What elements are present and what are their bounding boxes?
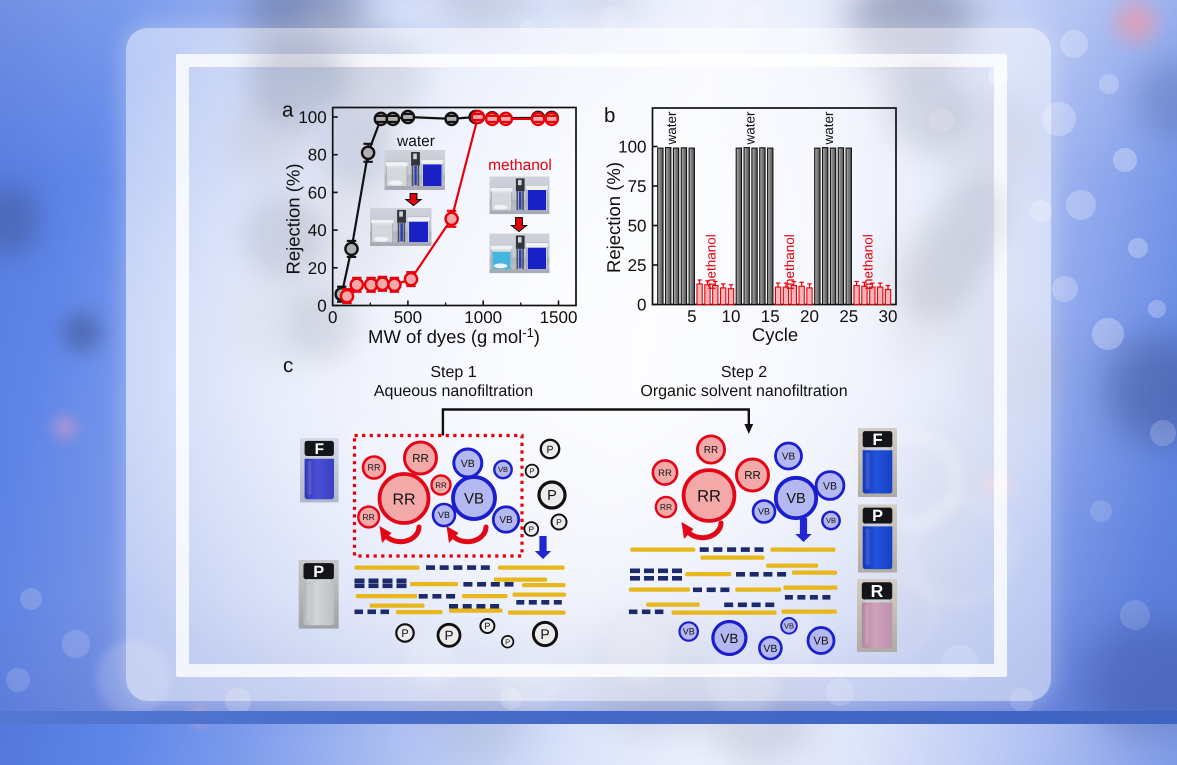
svg-text:VB: VB — [823, 480, 837, 492]
svg-text:Organic solvent nanofiltration: Organic solvent nanofiltration — [640, 383, 847, 400]
svg-text:RR: RR — [363, 512, 375, 522]
svg-text:methanol: methanol — [782, 234, 797, 290]
svg-text:VB: VB — [499, 515, 513, 526]
svg-text:25: 25 — [839, 307, 858, 326]
svg-text:80: 80 — [308, 146, 327, 165]
svg-text:VB: VB — [763, 643, 777, 655]
svg-text:P: P — [556, 517, 562, 527]
svg-text:40: 40 — [308, 221, 327, 240]
svg-text:a: a — [282, 99, 294, 122]
svg-text:1500: 1500 — [540, 308, 578, 327]
svg-text:R: R — [871, 581, 884, 601]
svg-text:100: 100 — [618, 138, 646, 157]
svg-text:75: 75 — [628, 177, 647, 196]
svg-text:P: P — [313, 563, 324, 581]
svg-text:water: water — [664, 111, 679, 146]
svg-text:50: 50 — [628, 217, 647, 236]
svg-text:VB: VB — [784, 622, 794, 631]
svg-text:30: 30 — [879, 307, 898, 326]
svg-text:RR: RR — [697, 487, 721, 505]
svg-text:20: 20 — [308, 259, 327, 278]
svg-text:P: P — [547, 488, 557, 504]
svg-text:P: P — [546, 444, 553, 456]
svg-text:VB: VB — [720, 631, 738, 646]
svg-text:VB: VB — [461, 458, 475, 470]
svg-text:P: P — [444, 628, 453, 643]
svg-text:0: 0 — [317, 297, 326, 316]
svg-text:100: 100 — [298, 108, 326, 127]
svg-text:RR: RR — [435, 481, 447, 490]
svg-text:MW of dyes (g mol-1): MW of dyes (g mol-1) — [368, 325, 540, 347]
svg-text:P: P — [540, 626, 549, 642]
svg-text:0: 0 — [328, 308, 337, 327]
svg-text:methanol: methanol — [703, 234, 718, 290]
svg-text:Cycle: Cycle — [752, 324, 798, 345]
svg-text:15: 15 — [761, 307, 780, 326]
svg-text:P: P — [484, 621, 490, 631]
svg-text:methanol: methanol — [488, 157, 552, 174]
svg-text:Rejection (%): Rejection (%) — [282, 163, 303, 274]
svg-text:60: 60 — [308, 183, 327, 202]
svg-text:P: P — [401, 628, 408, 640]
svg-text:c: c — [283, 354, 293, 377]
svg-text:Aqueous nanofiltration: Aqueous nanofiltration — [374, 383, 533, 400]
svg-text:5: 5 — [687, 307, 696, 326]
svg-text:VB: VB — [758, 507, 770, 517]
svg-text:RR: RR — [660, 502, 672, 512]
svg-text:VB: VB — [813, 636, 829, 648]
svg-text:RR: RR — [658, 468, 672, 479]
svg-text:VB: VB — [464, 490, 484, 507]
svg-text:RR: RR — [368, 463, 381, 473]
svg-text:VB: VB — [498, 465, 508, 474]
svg-text:Rejection (%): Rejection (%) — [603, 162, 624, 273]
svg-text:P: P — [872, 507, 883, 525]
svg-text:RR: RR — [412, 453, 429, 465]
svg-text:VB: VB — [826, 516, 836, 525]
svg-text:VB: VB — [782, 452, 796, 463]
svg-text:RR: RR — [392, 491, 415, 508]
svg-text:P: P — [529, 467, 534, 476]
svg-text:water: water — [396, 133, 435, 150]
svg-text:VB: VB — [438, 510, 450, 520]
svg-text:P: P — [529, 525, 534, 534]
svg-text:RR: RR — [744, 470, 761, 482]
svg-text:VB: VB — [786, 491, 805, 507]
svg-text:500: 500 — [394, 308, 422, 327]
svg-text:25: 25 — [628, 256, 647, 275]
svg-text:F: F — [872, 431, 882, 449]
svg-text:1000: 1000 — [464, 308, 502, 327]
svg-text:Step 2: Step 2 — [721, 364, 767, 381]
svg-text:0: 0 — [637, 296, 646, 315]
svg-text:water: water — [821, 111, 836, 146]
svg-text:b: b — [604, 104, 615, 127]
svg-text:RR: RR — [704, 445, 718, 456]
svg-text:Step 1: Step 1 — [430, 364, 476, 381]
svg-text:F: F — [315, 441, 324, 458]
svg-text:water: water — [743, 111, 758, 146]
svg-text:P: P — [505, 637, 510, 646]
svg-text:VB: VB — [683, 627, 695, 637]
svg-text:10: 10 — [722, 307, 741, 326]
svg-text:20: 20 — [800, 307, 819, 326]
svg-text:methanol: methanol — [860, 234, 875, 290]
